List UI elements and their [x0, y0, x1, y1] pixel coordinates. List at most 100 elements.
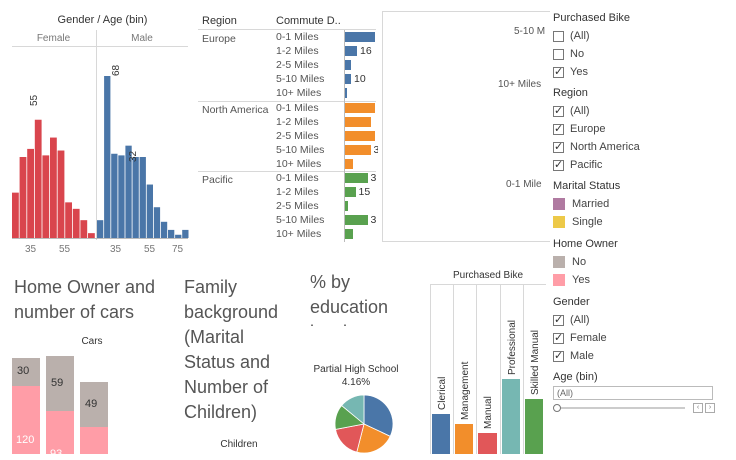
occupation-label: Manual [483, 396, 495, 429]
commute-bar[interactable] [345, 144, 371, 155]
marital-legend-label: Single [572, 216, 603, 228]
region-checkbox[interactable] [553, 158, 564, 171]
purchased-bike-checkbox[interactable] [553, 30, 564, 42]
cars-no-value: 49 [85, 397, 98, 410]
region-checkbox[interactable] [553, 122, 564, 135]
home-owner-color-swatch [553, 274, 565, 286]
commute-bar[interactable] [345, 116, 371, 127]
occupation-bar[interactable] [478, 432, 497, 454]
region-option[interactable]: (All) [553, 102, 736, 120]
commute-bar[interactable] [345, 32, 375, 43]
commute-distance-label: 2-5 Miles [276, 200, 319, 213]
commute-bar[interactable] [345, 102, 375, 113]
commute-distance-label: 0-1 Miles [276, 172, 319, 184]
region-option[interactable]: Europe [553, 120, 736, 138]
female-age-bar[interactable] [19, 157, 27, 238]
female-age-bar[interactable] [57, 150, 65, 238]
commute-bar[interactable] [345, 46, 357, 57]
gender-age-histogram: 55 68 32 [12, 64, 189, 238]
pie-slice[interactable] [341, 394, 365, 425]
commute-bar[interactable] [345, 201, 348, 212]
gender-checkbox[interactable] [553, 331, 564, 344]
marital-legend-item[interactable]: Married [553, 195, 736, 213]
occupation-bar[interactable] [501, 378, 520, 454]
slider-step-icon[interactable]: ‹ [693, 403, 703, 413]
male-age-bar[interactable] [132, 157, 139, 238]
female-age-bar[interactable] [88, 233, 95, 238]
male-age-bar[interactable] [111, 153, 118, 238]
commute-bar[interactable] [345, 88, 347, 99]
purchased-bike-checkbox[interactable] [553, 48, 564, 60]
home-owner-legend-item[interactable]: Yes [553, 271, 736, 289]
occupation-bar[interactable] [455, 423, 474, 454]
commute-bar[interactable] [345, 215, 368, 226]
gender-option[interactable]: Female [553, 329, 736, 347]
distance-header[interactable]: Commute D.. [276, 15, 341, 27]
cars-no-segment[interactable] [12, 358, 40, 386]
hist-axis-line [12, 238, 188, 239]
pie-slice[interactable] [356, 423, 391, 453]
occupation-bar[interactable] [432, 414, 451, 454]
purchased-bike-checkbox[interactable] [553, 65, 564, 78]
commute-bar[interactable] [345, 229, 353, 240]
female-age-bar[interactable] [12, 192, 19, 238]
age-bin-input[interactable]: (All) [553, 386, 713, 400]
male-age-bar[interactable] [97, 220, 104, 238]
cars-no-segment[interactable] [80, 382, 108, 427]
gender-checkbox[interactable] [553, 313, 564, 326]
purchased-bike-option[interactable]: Yes [553, 63, 736, 81]
female-age-bar[interactable] [80, 220, 88, 238]
male-age-bar[interactable] [104, 76, 111, 238]
gender-option-label: Female [570, 332, 607, 344]
commute-bar[interactable] [345, 60, 351, 71]
purchased-bike-option[interactable]: No [553, 45, 736, 63]
female-age-bar[interactable] [72, 208, 80, 238]
commute-bar[interactable] [345, 130, 375, 141]
male-age-bar[interactable] [125, 145, 132, 238]
cars-yes-segment[interactable] [46, 411, 74, 454]
male-age-bar[interactable] [175, 234, 182, 238]
gender-option-label: Male [570, 350, 594, 362]
age-slider-handle[interactable] [553, 404, 561, 412]
home-owner-legend-item[interactable]: No [553, 253, 736, 271]
female-age-bar[interactable] [65, 202, 72, 238]
purchased-bike-option[interactable]: (All) [553, 27, 736, 45]
gender-option[interactable]: (All) [553, 311, 736, 329]
gender-checkbox[interactable] [553, 349, 564, 362]
female-age-bar[interactable] [27, 148, 34, 238]
male-age-bar[interactable] [153, 207, 161, 238]
female-age-bar[interactable] [42, 155, 50, 238]
gender-option[interactable]: Male [553, 347, 736, 365]
region-checkbox[interactable] [553, 104, 564, 117]
female-age-bar[interactable] [50, 137, 57, 238]
gender-age-title: Gender / Age (bin) [57, 14, 148, 26]
commute-bar[interactable] [345, 173, 368, 184]
male-age-bar[interactable] [168, 229, 175, 238]
region-option-label: North America [570, 141, 640, 153]
male-age-bar[interactable] [118, 155, 125, 238]
age-bin-slider[interactable]: ‹ › [553, 403, 715, 413]
purchased-bike-option-label: No [570, 48, 585, 60]
occupation-bar[interactable] [524, 399, 543, 454]
marital-legend-item[interactable]: Single [553, 213, 736, 231]
commute-distance-label: 10+ Miles [276, 157, 322, 170]
cars-no-segment[interactable] [46, 356, 74, 411]
commute-bar[interactable] [345, 74, 351, 85]
region-option[interactable]: Pacific [553, 156, 736, 174]
region-option[interactable]: North America [553, 138, 736, 156]
pie-slice[interactable] [363, 394, 394, 437]
commute-distance-label: 5-10 Miles [276, 214, 325, 227]
male-age-bar[interactable] [146, 184, 153, 238]
male-axis-35: 35 [110, 244, 122, 255]
male-age-bar[interactable] [139, 157, 146, 238]
commute-bar[interactable] [345, 187, 356, 198]
male-age-bar[interactable] [182, 229, 189, 238]
region-checkbox[interactable] [553, 140, 564, 153]
female-age-bar[interactable] [34, 119, 42, 238]
male-age-bar[interactable] [160, 221, 168, 238]
slider-step-next-icon[interactable]: › [705, 403, 715, 413]
cars-yes-segment[interactable] [80, 427, 108, 454]
commute-bar[interactable] [345, 158, 353, 169]
marital-color-swatch [553, 198, 565, 210]
cars-yes-segment[interactable] [12, 386, 40, 454]
